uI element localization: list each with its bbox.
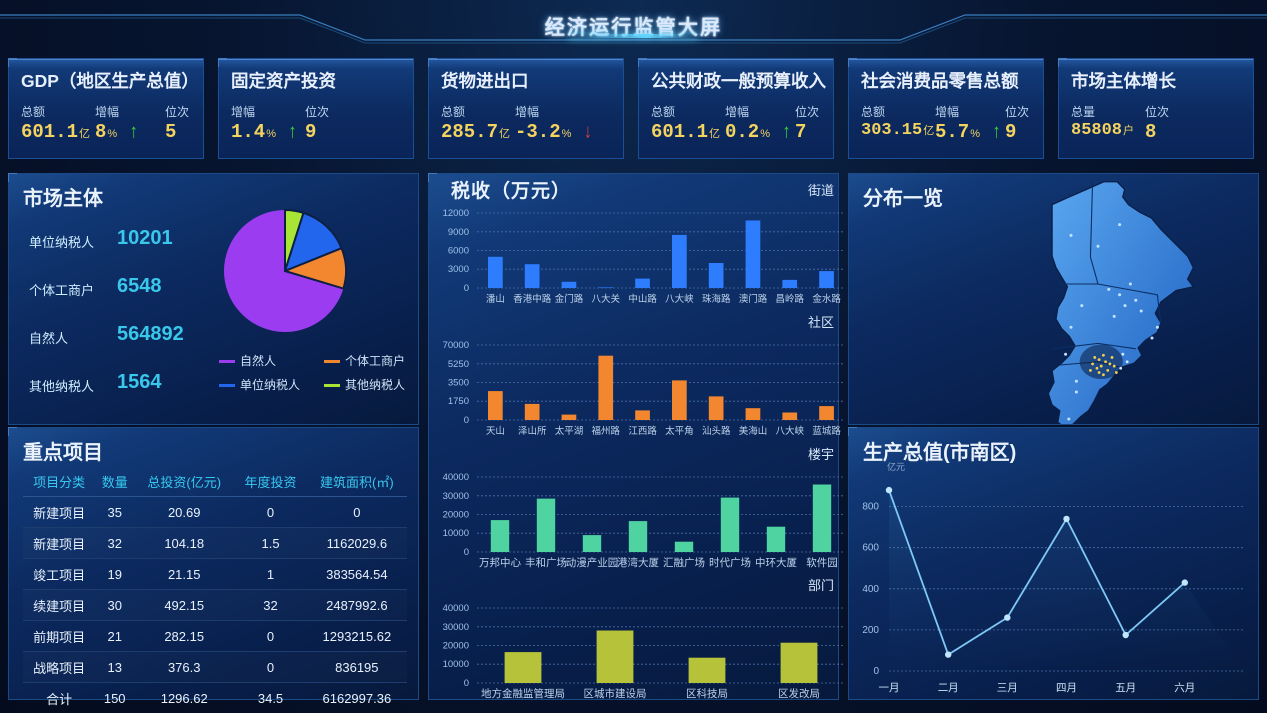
- svg-text:软件园: 软件园: [806, 556, 838, 569]
- svg-text:金水路: 金水路: [812, 293, 841, 305]
- svg-text:区城市建设局: 区城市建设局: [584, 687, 647, 700]
- svg-text:3500: 3500: [448, 377, 469, 388]
- svg-text:地方金融监管理局: 地方金融监管理局: [481, 687, 565, 700]
- svg-text:区科技局: 区科技局: [686, 687, 728, 700]
- svg-text:中山路: 中山路: [628, 293, 657, 305]
- svg-text:30000: 30000: [443, 490, 469, 501]
- svg-text:港湾大厦: 港湾大厦: [617, 556, 659, 569]
- svg-text:40000: 40000: [443, 603, 469, 614]
- svg-text:潘山: 潘山: [486, 293, 505, 305]
- svg-text:太平角: 太平角: [665, 425, 694, 437]
- svg-text:香港中路: 香港中路: [513, 293, 552, 305]
- svg-text:0: 0: [873, 666, 879, 677]
- svg-text:太平湖: 太平湖: [555, 425, 584, 437]
- svg-text:福州路: 福州路: [592, 425, 621, 437]
- svg-text:四月: 四月: [1056, 682, 1077, 694]
- svg-text:400: 400: [862, 584, 879, 595]
- svg-text:三月: 三月: [997, 682, 1018, 694]
- svg-text:0: 0: [464, 547, 469, 558]
- svg-text:12000: 12000: [443, 208, 469, 219]
- svg-text:800: 800: [862, 502, 879, 513]
- svg-text:0: 0: [464, 678, 469, 689]
- svg-text:中环大厦: 中环大厦: [755, 556, 797, 569]
- svg-text:蓝城路: 蓝城路: [812, 425, 841, 437]
- svg-text:5250: 5250: [448, 359, 469, 370]
- svg-text:6000: 6000: [448, 246, 469, 257]
- svg-text:澳门路: 澳门路: [739, 293, 768, 305]
- svg-text:亿元: 亿元: [887, 461, 905, 472]
- svg-text:汇融广场: 汇融广场: [663, 556, 705, 569]
- svg-text:八大峡: 八大峡: [776, 425, 805, 437]
- svg-text:3000: 3000: [448, 264, 469, 275]
- svg-text:9000: 9000: [448, 227, 469, 238]
- svg-text:20000: 20000: [443, 641, 469, 652]
- svg-text:40000: 40000: [443, 472, 469, 483]
- svg-text:30000: 30000: [443, 622, 469, 633]
- svg-text:万邦中心: 万邦中心: [479, 556, 521, 569]
- svg-text:70000: 70000: [443, 340, 469, 351]
- svg-text:200: 200: [862, 625, 879, 636]
- svg-text:动漫产业园: 动漫产业园: [566, 556, 619, 569]
- svg-text:二月: 二月: [938, 682, 959, 694]
- svg-text:江西路: 江西路: [628, 425, 657, 437]
- svg-text:600: 600: [862, 543, 879, 554]
- svg-text:汕头路: 汕头路: [702, 425, 731, 437]
- svg-text:五月: 五月: [1115, 682, 1136, 694]
- svg-text:昌岭路: 昌岭路: [776, 293, 805, 305]
- svg-text:10000: 10000: [443, 659, 469, 670]
- svg-text:10000: 10000: [443, 528, 469, 539]
- svg-text:泽山所: 泽山所: [518, 426, 547, 437]
- svg-text:八大峡: 八大峡: [665, 293, 694, 305]
- svg-text:丰和广场: 丰和广场: [525, 556, 567, 569]
- svg-text:1750: 1750: [448, 396, 469, 407]
- svg-text:0: 0: [464, 415, 469, 426]
- svg-text:金门路: 金门路: [555, 293, 584, 305]
- svg-text:时代广场: 时代广场: [709, 556, 751, 569]
- svg-text:六月: 六月: [1174, 682, 1195, 694]
- svg-text:八大关: 八大关: [592, 293, 621, 305]
- svg-text:珠海路: 珠海路: [702, 293, 731, 305]
- svg-text:0: 0: [464, 283, 469, 294]
- svg-text:20000: 20000: [443, 509, 469, 520]
- svg-text:区发改局: 区发改局: [778, 687, 820, 700]
- svg-text:美海山: 美海山: [739, 425, 768, 437]
- svg-text:一月: 一月: [879, 682, 900, 694]
- svg-text:天山: 天山: [486, 426, 505, 437]
